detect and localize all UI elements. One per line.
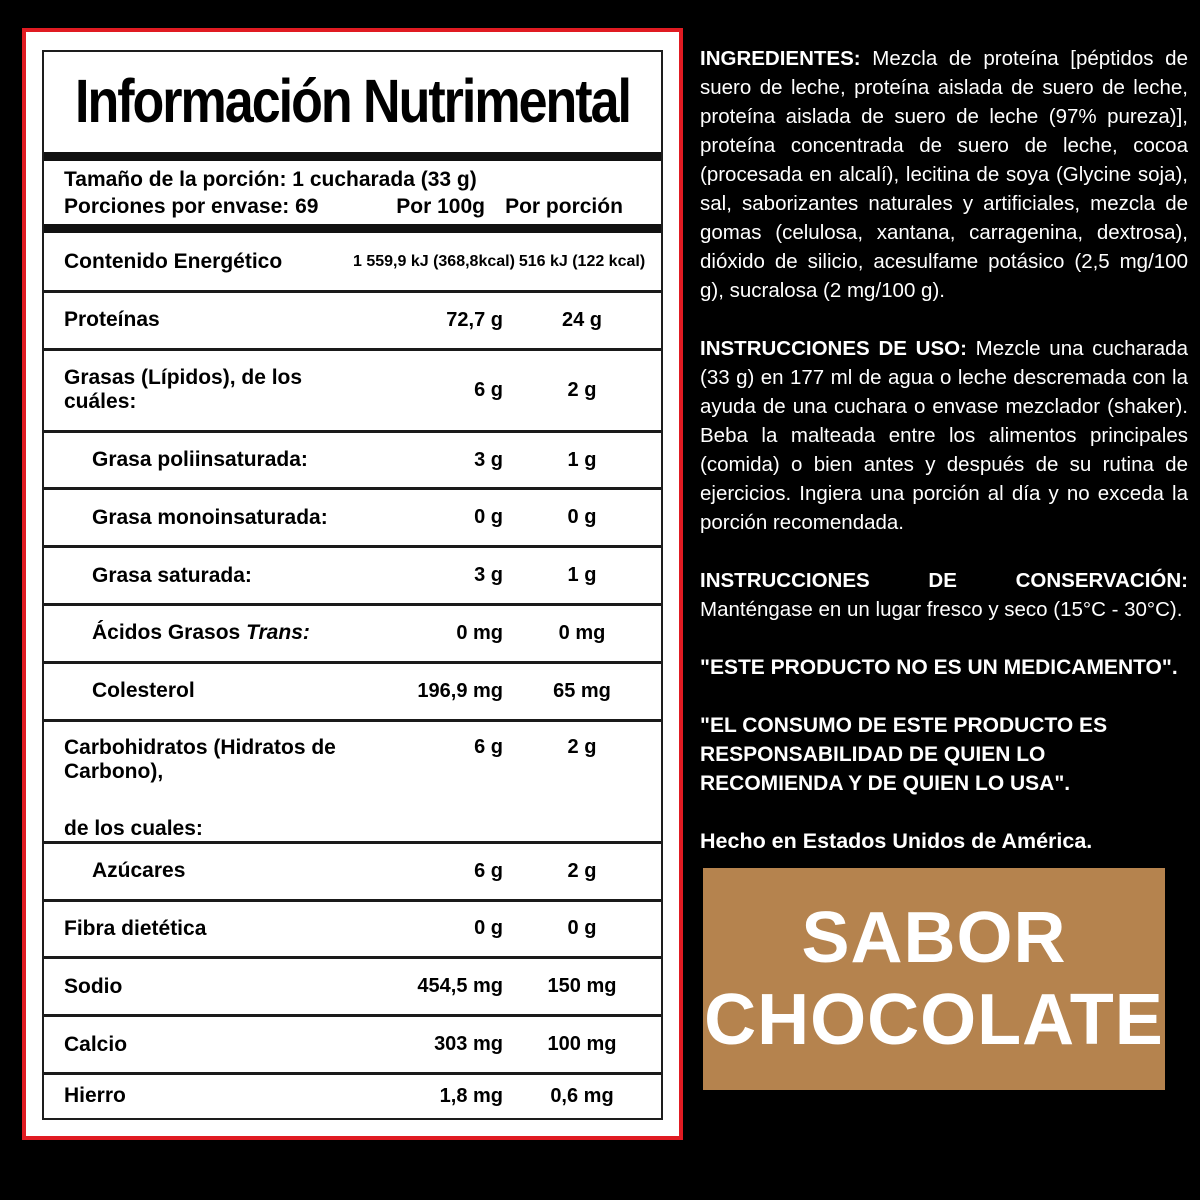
per-portion-value: 0 g bbox=[567, 506, 597, 529]
table-row: Ácidos Grasos Trans: 0 mg 0 mg bbox=[44, 603, 661, 661]
table-row: Grasa poliinsaturada: 3 g 1 g bbox=[44, 429, 661, 488]
info-sections: INGREDIENTES: Mezcla de proteína [péptid… bbox=[700, 44, 1188, 624]
table-row: Grasas (Lípidos), de los cuáles: 6 g 2 g bbox=[44, 347, 661, 430]
nutrient-label: Grasas (Lípidos), de los cuáles: bbox=[64, 366, 303, 414]
per-100g-value: 0 g bbox=[474, 506, 503, 529]
per-100g-value: 72,7 g bbox=[446, 308, 503, 331]
divider-thick-bottom bbox=[44, 224, 661, 233]
nutrient-label-line2: de los cuales: bbox=[64, 816, 203, 840]
per-portion-value: 0 g bbox=[567, 917, 597, 940]
per-100g-value: 0 g bbox=[474, 917, 503, 940]
per-portion-value: 150 mg bbox=[547, 975, 617, 998]
per-100g-value: 196,9 mg bbox=[417, 679, 503, 702]
table-row: Grasa monoinsaturada: 0 g 0 g bbox=[44, 487, 661, 545]
table-row: Contenido Energético 1 559,9 kJ (368,8kca… bbox=[44, 233, 661, 290]
per-portion-value: 0 mg bbox=[558, 621, 606, 644]
table-row: Azúcares 6 g 2 g bbox=[44, 840, 661, 899]
nutrition-title-wrap: Información Nutrimental bbox=[44, 52, 661, 152]
column-header-per-portion: Por porción bbox=[505, 195, 623, 218]
per-100g-value: 6 g bbox=[474, 735, 503, 758]
per-100g-value: 6 g bbox=[474, 378, 503, 401]
info-section: INSTRUCCIONES DE USO: Mezcle una cuchara… bbox=[700, 334, 1188, 537]
disclaimer-not-medicine: "ESTE PRODUCTO NO ES UN MEDICAMENTO". bbox=[700, 656, 1178, 679]
per-100g-value: 1 559,9 kJ (368,8kcal) bbox=[353, 252, 515, 270]
per-portion-value: 2 g bbox=[567, 859, 597, 882]
table-row: Colesterol 196,9 mg 65 mg bbox=[44, 660, 661, 719]
nutrient-label: Azúcares bbox=[92, 859, 186, 883]
nutrient-label: Carbohidratos (Hidratos de Carbono), de l… bbox=[64, 736, 353, 841]
section-text: Mezcle una cucharada (33 g) en 177 ml de… bbox=[700, 337, 1188, 534]
nutrient-label: Hierro bbox=[64, 1084, 126, 1108]
per-100g-value: 3 g bbox=[474, 448, 503, 471]
nutrient-label: Grasa saturada: bbox=[92, 563, 252, 587]
nutrition-title: Información Nutrimental bbox=[75, 67, 632, 137]
nutrient-label: Proteínas bbox=[64, 308, 160, 332]
nutrient-label: Grasa monoinsaturada: bbox=[92, 505, 328, 529]
section-label: INSTRUCCIONES DE CONSERVACIÓN: bbox=[700, 569, 1188, 592]
nutrient-label: Sodio bbox=[64, 974, 123, 998]
per-portion-value: 100 mg bbox=[547, 1033, 617, 1056]
divider-thick-top bbox=[44, 152, 661, 161]
table-row: Sodio 454,5 mg 150 mg bbox=[44, 956, 661, 1014]
table-row: Grasa saturada: 3 g 1 g bbox=[44, 545, 661, 603]
per-portion-value: 24 g bbox=[561, 308, 603, 331]
per-portion-value: 1 g bbox=[567, 448, 597, 471]
table-row: Proteínas 72,7 g 24 g bbox=[44, 290, 661, 348]
nutrient-rows: Contenido Energético 1 559,9 kJ (368,8kca… bbox=[44, 233, 661, 1118]
disclaimer-responsibility: "EL CONSUMO DE ESTE PRODUCTO ES RESPONSA… bbox=[700, 714, 1108, 795]
per-100g-value: 1,8 mg bbox=[439, 1084, 503, 1107]
per-portion-value: 2 g bbox=[567, 378, 597, 401]
nutrition-panel: Información Nutrimental Tamaño de la por… bbox=[22, 28, 683, 1140]
per-portion-value: 65 mg bbox=[553, 679, 611, 702]
flavor-line-chocolate: CHOCOLATE bbox=[704, 980, 1164, 1060]
per-portion-value: 516 kJ (122 kcal) bbox=[518, 252, 646, 270]
column-header-per-100g: Por 100g bbox=[396, 195, 485, 218]
per-portion-value: 1 g bbox=[567, 564, 597, 587]
nutrient-label: Calcio bbox=[64, 1032, 128, 1056]
nutrient-label: Fibra dietética bbox=[64, 916, 207, 940]
nutrient-label: Grasa poliinsaturada: bbox=[92, 448, 308, 472]
per-portion-value: 0,6 mg bbox=[550, 1084, 614, 1107]
table-row: Hierro 1,8 mg 0,6 mg bbox=[44, 1071, 661, 1118]
serving-header-row: Porciones por envase: 69 Por 100g Por po… bbox=[64, 193, 643, 220]
serving-info: Tamaño de la porción: 1 cucharada (33 g)… bbox=[44, 161, 661, 224]
section-text: Manténgase en un lugar fresco y seco (15… bbox=[700, 598, 1183, 621]
per-100g-value: 3 g bbox=[474, 564, 503, 587]
table-row: Calcio 303 mg 100 mg bbox=[44, 1014, 661, 1072]
info-section: INSTRUCCIONES DE CONSERVACIÓN: Manténgas… bbox=[700, 566, 1188, 624]
section-label: INGREDIENTES: bbox=[700, 47, 861, 70]
servings-per-container: Porciones por envase: 69 bbox=[64, 195, 319, 218]
serving-size: Tamaño de la porción: 1 cucharada (33 g) bbox=[64, 168, 477, 191]
info-column: INGREDIENTES: Mezcla de proteína [péptid… bbox=[700, 44, 1188, 856]
section-label: INSTRUCCIONES DE USO: bbox=[700, 337, 967, 360]
nutrient-label: Ácidos Grasos Trans: bbox=[92, 621, 310, 645]
per-100g-value: 6 g bbox=[474, 859, 503, 882]
made-in-statement: Hecho en Estados Unidos de América. bbox=[700, 829, 1093, 853]
section-text: Mezcla de proteína [péptidos de suero de… bbox=[700, 47, 1188, 302]
table-row: Fibra dietética 0 g 0 g bbox=[44, 898, 661, 957]
flavor-line-sabor: SABOR bbox=[801, 898, 1067, 978]
nutrient-label: Contenido Energético bbox=[64, 249, 283, 273]
nutrient-label: Colesterol bbox=[92, 679, 195, 703]
table-row: Carbohidratos (Hidratos de Carbono), de l… bbox=[44, 718, 661, 841]
nutrition-table: Información Nutrimental Tamaño de la por… bbox=[42, 50, 663, 1120]
info-section: INGREDIENTES: Mezcla de proteína [péptid… bbox=[700, 44, 1188, 305]
per-100g-value: 303 mg bbox=[434, 1033, 503, 1056]
per-100g-value: 0 mg bbox=[456, 621, 503, 644]
per-portion-value: 2 g bbox=[567, 735, 597, 758]
flavor-box: SABOR CHOCOLATE bbox=[703, 868, 1165, 1090]
per-100g-value: 454,5 mg bbox=[417, 975, 503, 998]
